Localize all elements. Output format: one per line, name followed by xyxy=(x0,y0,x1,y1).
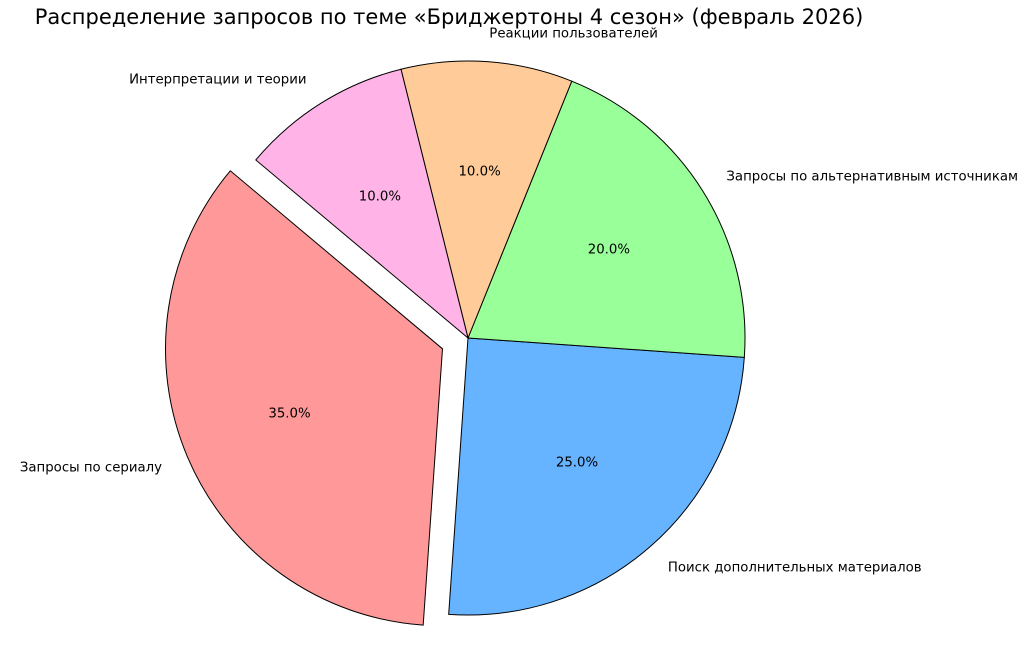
pie-slice-4 xyxy=(255,68,469,340)
slice-percent-0: 35.0% xyxy=(268,406,311,422)
slice-label-2: Запросы по альтернативным источникам xyxy=(726,169,1019,184)
slice-percent-2: 20.0% xyxy=(587,242,631,258)
pie-slice-1 xyxy=(448,337,745,616)
pie-slice-2 xyxy=(467,80,746,358)
slice-label-0: Запросы по сериалу xyxy=(19,460,162,476)
slice-label-1: Поиск дополнительных материалов xyxy=(667,560,922,576)
slice-percent-3: 10.0% xyxy=(458,164,501,180)
slice-label-4: Интерпретации и теории xyxy=(129,72,307,88)
slice-percent-4: 10.0% xyxy=(358,189,402,205)
slice-label-3: Реакции пользователей xyxy=(489,26,658,42)
chart-title: Распределение запросов по теме «Бриджерт… xyxy=(34,5,864,29)
pie-slice-0 xyxy=(165,170,444,626)
pie-slice-3 xyxy=(400,60,573,340)
slice-percent-1: 25.0% xyxy=(555,455,599,471)
